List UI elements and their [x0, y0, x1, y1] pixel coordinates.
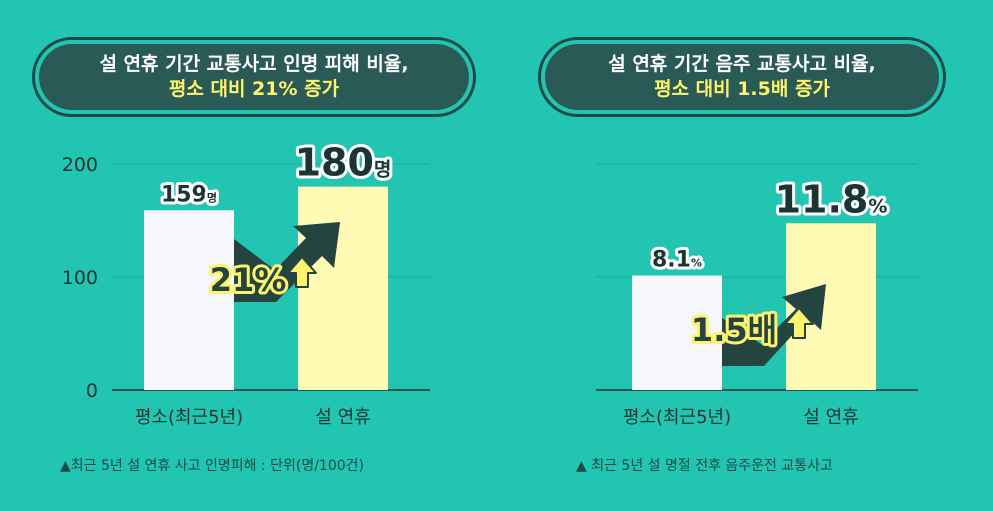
right-panel: 설 연휴 기간 음주 교통사고 비율, 평소 대비 1.5배 증가 1.5배 8.…: [496, 0, 993, 511]
bar: [298, 186, 388, 390]
data-label: 180명: [295, 141, 392, 185]
trend-arrow-icon: [722, 284, 826, 366]
data-label: 8.1%: [652, 248, 702, 273]
footnote: ▲ 최근 5년 설 명절 전후 음주운전 교통사고: [576, 458, 833, 474]
x-tick-label: 평소(최근5년): [135, 407, 243, 428]
title-pill: 설 연휴 기간 음주 교통사고 비율, 평소 대비 1.5배 증가: [538, 37, 946, 117]
y-tick-label: 200: [62, 154, 98, 176]
y-tick-label: 0: [86, 380, 98, 402]
bar: [632, 275, 722, 390]
left-panel: 설 연휴 기간 교통사고 인명 피해 비율, 평소 대비 21% 증가 0 100…: [0, 0, 496, 511]
trend-arrow-icon: [234, 222, 340, 302]
growth-badge: 21%: [210, 261, 287, 299]
growth-badge: 1.5배: [691, 311, 777, 349]
title-pill: 설 연휴 기간 교통사고 인명 피해 비율, 평소 대비 21% 증가: [32, 37, 476, 117]
up-arrow-icon: [784, 307, 814, 339]
data-label: 159명: [161, 182, 217, 207]
chart-title: 설 연휴 기간 교통사고 인명 피해 비율,: [99, 53, 409, 76]
bar: [144, 210, 234, 390]
footnote: ▲최근 5년 설 연휴 사고 인명피해 : 단위(명/100건): [60, 458, 364, 474]
y-tick-label: 100: [62, 267, 98, 289]
up-arrow-icon: [287, 256, 317, 288]
bar-chart: 1.5배 8.1% 11.8% 평소(최근5년) 설 연휴: [596, 163, 918, 428]
chart-subtitle: 평소 대비 1.5배 증가: [654, 78, 830, 100]
x-tick-label: 설 연휴: [803, 407, 858, 428]
x-tick-label: 설 연휴: [315, 407, 370, 428]
chart-title: 설 연휴 기간 음주 교통사고 비율,: [608, 53, 876, 76]
x-tick-label: 평소(최근5년): [623, 407, 731, 428]
data-label: 11.8%: [775, 177, 888, 221]
chart-subtitle: 평소 대비 21% 증가: [168, 78, 340, 100]
